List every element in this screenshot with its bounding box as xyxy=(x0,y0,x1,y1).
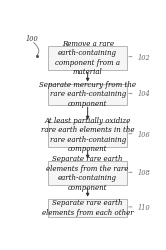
Text: Remove a rare
earth-containing
component from a
material: Remove a rare earth-containing component… xyxy=(55,40,120,76)
FancyBboxPatch shape xyxy=(48,46,127,70)
Text: 106: 106 xyxy=(137,131,150,139)
FancyBboxPatch shape xyxy=(48,122,127,148)
Text: Separate rare earth
elements from each other: Separate rare earth elements from each o… xyxy=(42,199,133,217)
Text: 108: 108 xyxy=(137,170,150,177)
Text: Separate rare earth
elements from the rare
earth-containing
component: Separate rare earth elements from the ra… xyxy=(46,155,129,192)
Text: At least partially oxidize
rare earth elements in the
rare earth-containing
comp: At least partially oxidize rare earth el… xyxy=(41,117,134,153)
FancyBboxPatch shape xyxy=(48,162,127,186)
Text: 100: 100 xyxy=(26,35,39,43)
FancyBboxPatch shape xyxy=(48,84,127,104)
Text: Separate mercury from the
rare earth-containing
component: Separate mercury from the rare earth-con… xyxy=(39,81,136,108)
FancyBboxPatch shape xyxy=(48,200,127,217)
Text: 104: 104 xyxy=(137,90,150,98)
Text: 110: 110 xyxy=(137,204,150,212)
Text: 102: 102 xyxy=(137,54,150,62)
